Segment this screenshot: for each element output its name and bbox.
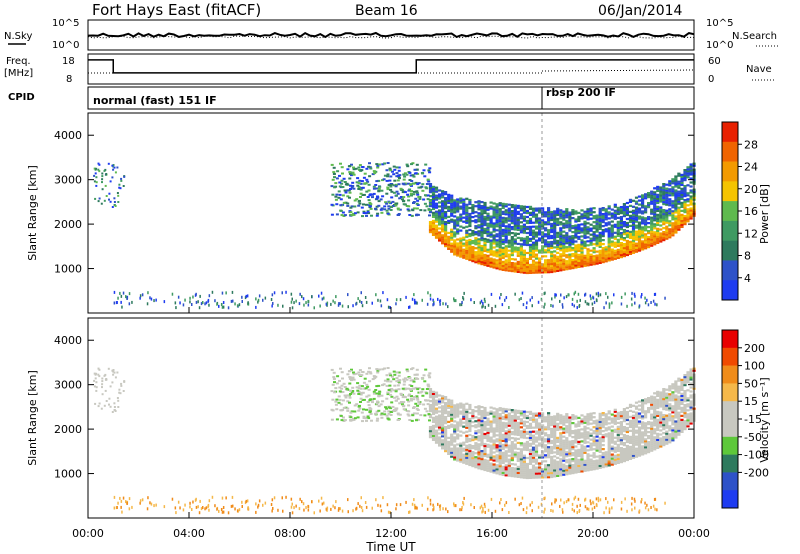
nave-trace: [88, 69, 695, 74]
power-cbar-tick-4: 4: [744, 272, 751, 285]
freq-trace: [88, 59, 694, 74]
power-ytick-3000: 3000: [54, 174, 82, 187]
power-ylabel: Slant Range [km]: [26, 165, 39, 261]
cpid-strip: CPID normal (fast) 151 IF rbsp 200 IF: [8, 86, 695, 110]
velocity-ytick-1000: 1000: [54, 468, 82, 481]
nave-label: Nave: [746, 64, 772, 75]
power-colorbar: 4 8 12 16 20 24 28 Power [dB]: [721, 121, 771, 301]
velocity-cbar-tick-6: -100: [744, 449, 769, 462]
power-cbar-tick-8: 8: [744, 250, 751, 263]
velocity-cbar-tick-1: 100: [744, 360, 765, 373]
velocity-colorbar: 200 100 50 15 -15 -50 -100 -200 Velocity [m s⁻¹…: [721, 329, 771, 509]
velocity-cbar-tick-2: 50: [744, 377, 758, 390]
velocity-ylabel: Slant Range [km]: [26, 370, 39, 466]
freq-tick-bottom: 8: [66, 74, 72, 85]
x-axis-label: Time UT: [365, 540, 416, 554]
freq-tick-top: 18: [62, 56, 75, 67]
xtick-3: 12:00: [375, 527, 407, 540]
cpid-segment-1: normal (fast) 151 IF: [93, 94, 217, 107]
cpid-label: CPID: [8, 92, 35, 103]
velocity-panel: 1000 2000 3000 4000 00:00 04:00 08:00 12:00 16:…: [26, 307, 710, 554]
velocity-cbar-tick-4: -15: [744, 413, 762, 426]
nave-tick-top: 60: [708, 56, 721, 67]
power-cbar-tick-20: 20: [744, 183, 758, 196]
nsky-label: N.Sky: [4, 31, 32, 42]
power-cbar-tick-16: 16: [744, 205, 758, 218]
xtick-5: 20:00: [577, 527, 609, 540]
power-colorbar-label: Power [dB]: [758, 184, 771, 244]
velocity-cbar-tick-7: -200: [744, 466, 769, 479]
noise-tick-top-left: 10^5: [52, 18, 79, 29]
power-cbar-tick-28: 28: [744, 138, 758, 151]
xtick-6: 00:00: [678, 527, 710, 540]
velocity-ytick-3000: 3000: [54, 379, 82, 392]
noise-tick-top-right: 10^5: [706, 18, 733, 29]
power-cbar-tick-24: 24: [744, 161, 758, 174]
nsearch-label: N.Search: [732, 31, 777, 42]
power-ytick-2000: 2000: [54, 218, 82, 231]
noise-strip: 10^5 10^0 10^5 10^0 N.Sky N.Search: [4, 18, 780, 51]
nsearch-trace: [87, 35, 695, 39]
nsky-trace: [87, 31, 695, 39]
xtick-0: 00:00: [72, 527, 104, 540]
velocity-cbar-tick-3: 15: [744, 395, 758, 408]
beam-title: Beam 16: [355, 3, 418, 19]
velocity-colorbar-label: Velocity [m s⁻¹]: [758, 377, 771, 462]
power-panel: 1000 2000 3000 4000 Slant Range [km]: [26, 112, 696, 314]
power-ytick-4000: 4000: [54, 129, 82, 142]
velocity-echo-cells: [93, 367, 696, 515]
velocity-cbar-tick-0: 200: [744, 342, 765, 355]
date-title: 06/Jan/2014: [598, 3, 683, 19]
power-cbar-tick-12: 12: [744, 227, 758, 240]
noise-tick-bottom-left: 10^0: [52, 40, 79, 51]
freq-strip: 18 8 60 0 Freq. [MHz] Nave: [4, 53, 776, 85]
station-title: Fort Hays East (fitACF): [92, 1, 261, 19]
xtick-1: 04:00: [173, 527, 205, 540]
freq-unit-label: [MHz]: [4, 68, 33, 79]
velocity-ytick-4000: 4000: [54, 334, 82, 347]
freq-label: Freq.: [6, 56, 31, 67]
xtick-4: 16:00: [476, 527, 508, 540]
velocity-cbar-tick-5: -50: [744, 431, 762, 444]
noise-tick-bottom-right: 10^0: [706, 40, 733, 51]
power-echo-cells: [93, 162, 696, 310]
cpid-segment-2: rbsp 200 IF: [546, 86, 616, 99]
xtick-2: 08:00: [274, 527, 306, 540]
power-ytick-1000: 1000: [54, 263, 82, 276]
velocity-ytick-2000: 2000: [54, 423, 82, 436]
nave-tick-bottom: 0: [708, 74, 714, 85]
